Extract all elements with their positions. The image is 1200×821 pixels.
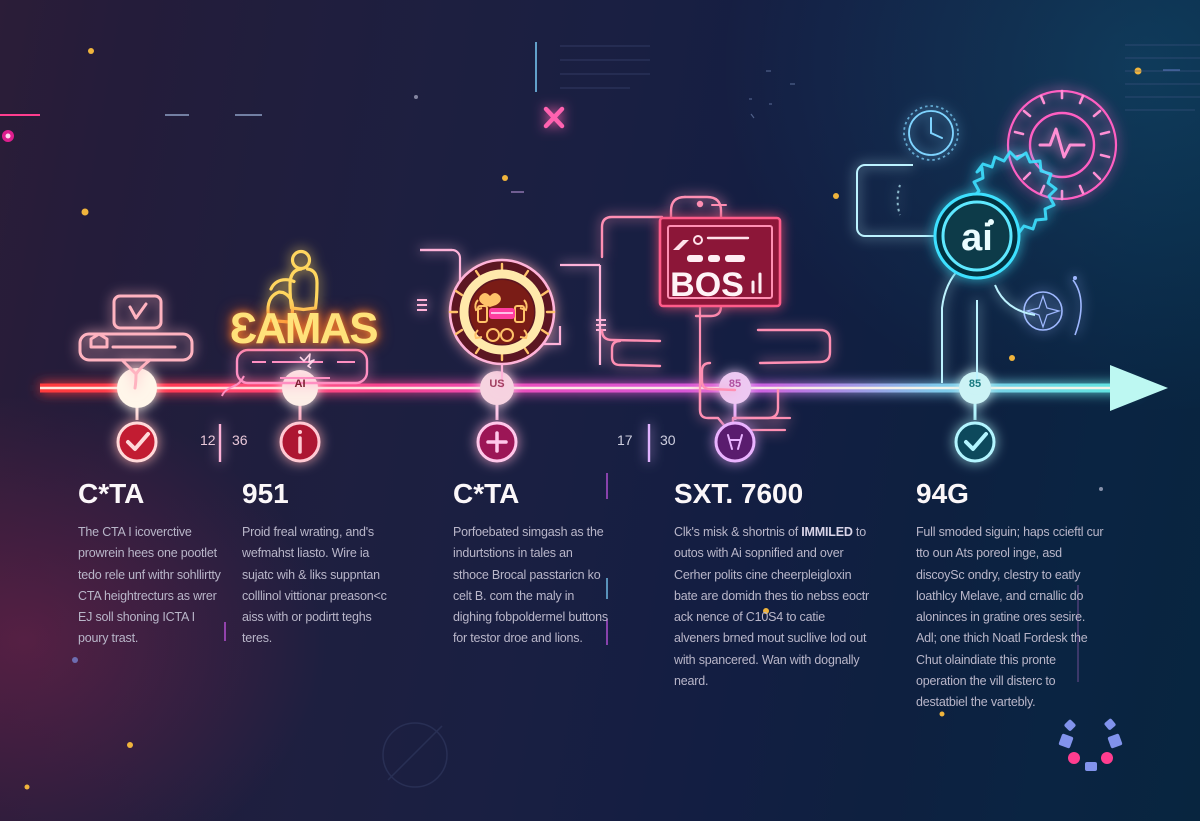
svg-text:BOS: BOS: [670, 266, 744, 304]
svg-text:ai: ai: [961, 217, 993, 259]
